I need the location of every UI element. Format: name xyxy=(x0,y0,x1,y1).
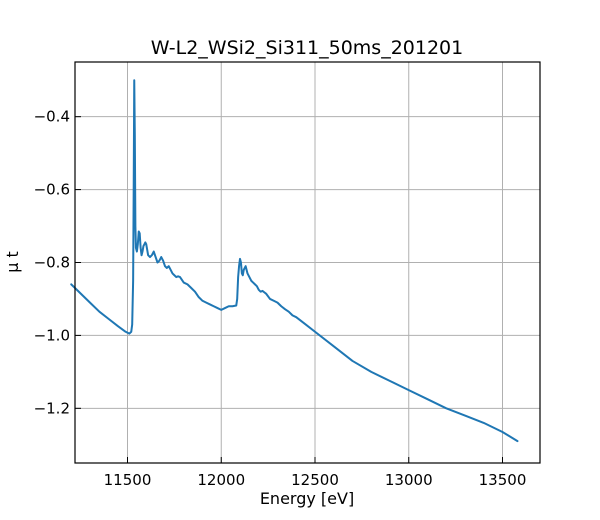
x-tick-label: 11500 xyxy=(104,471,152,489)
y-tick-label: −1.0 xyxy=(34,326,70,344)
y-axis-label: μ t xyxy=(3,251,22,273)
plot-frame xyxy=(74,61,541,464)
y-tick-label: −0.6 xyxy=(34,181,70,199)
x-tick-label: 13000 xyxy=(385,471,433,489)
x-tick-label: 12000 xyxy=(197,471,245,489)
grid xyxy=(75,62,540,463)
x-tick-label: 13500 xyxy=(479,471,527,489)
x-axis-label: Energy [eV] xyxy=(260,489,354,508)
x-tick-label: 12500 xyxy=(291,471,339,489)
chart-title: W-L2_WSi2_Si311_50ms_201201 xyxy=(151,37,463,59)
y-tick-label: −1.2 xyxy=(34,399,70,417)
series-layer xyxy=(70,79,519,443)
series-line xyxy=(70,79,519,443)
axis-ticks: 11500 12000 12500 13000 13500 −0.4 −0.6 −0.8 −1.… xyxy=(34,108,527,489)
y-tick-label: −0.4 xyxy=(34,108,70,126)
y-tick-label: −0.8 xyxy=(34,254,70,272)
